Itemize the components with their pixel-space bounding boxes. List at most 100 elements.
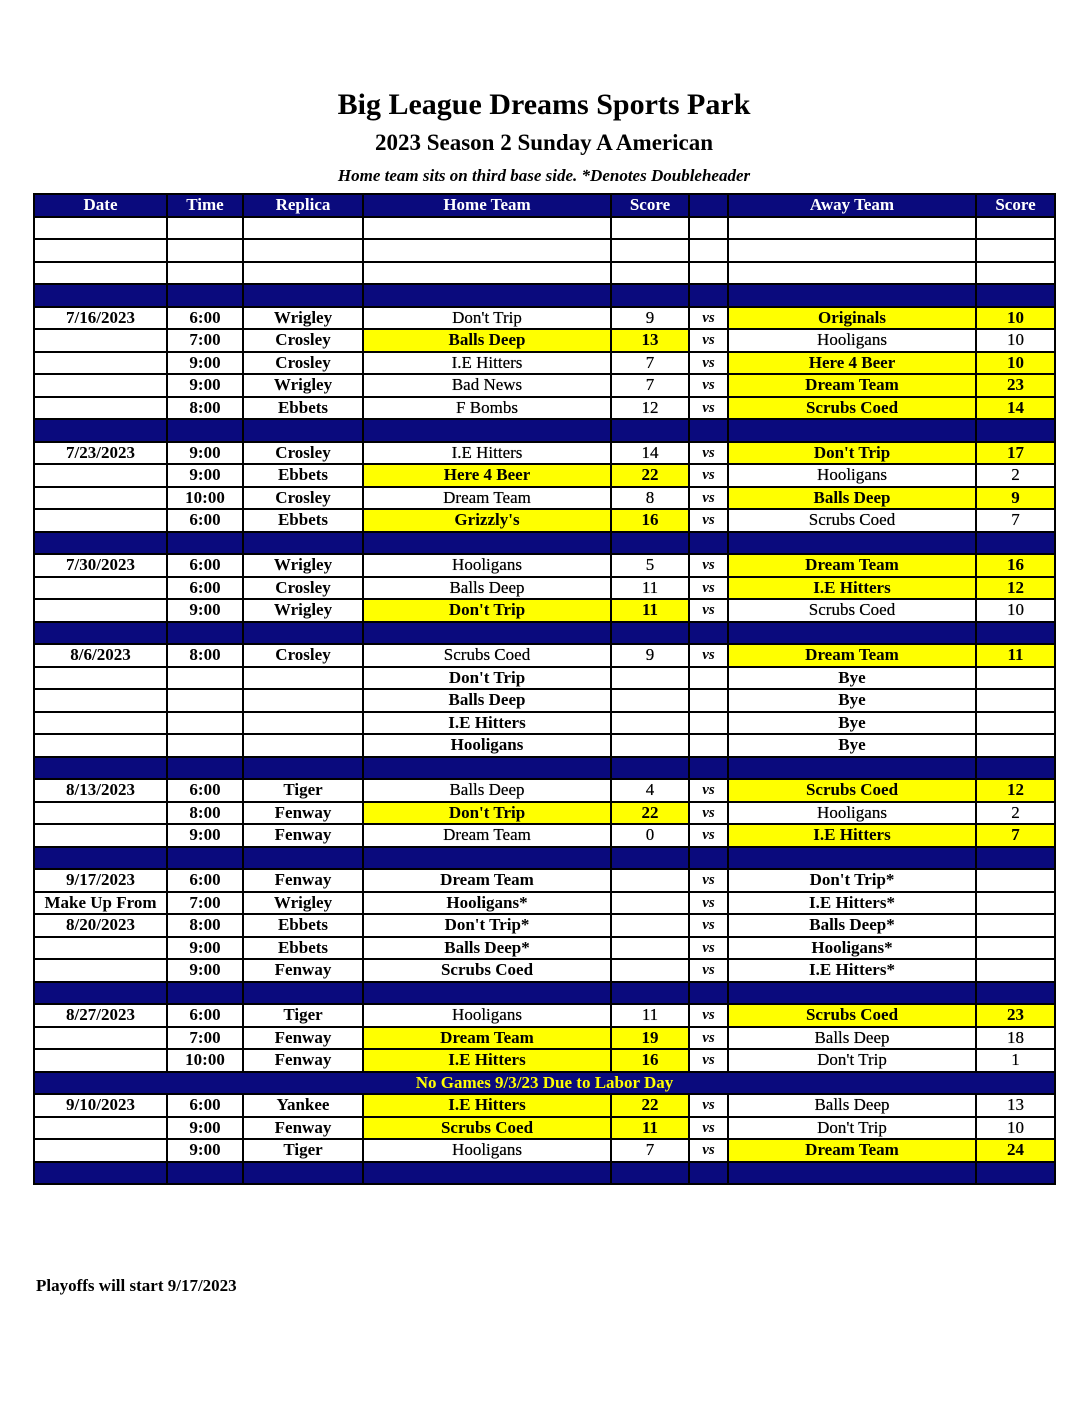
cell-time: 10:00 (166, 485, 244, 510)
cell-home-score (610, 935, 690, 960)
cell-date (33, 215, 168, 240)
cell-time: 9:00 (166, 598, 244, 623)
cell-vs (688, 238, 729, 263)
cell-home-score: 4 (610, 778, 690, 803)
cell-home-score: 7 (610, 1138, 690, 1163)
cell-away-team: Scrubs Coed (727, 1003, 977, 1028)
cell-vs (688, 980, 729, 1005)
cell-home-team: Don't Trip (362, 305, 612, 330)
cell-away-team: Dream Team (727, 1138, 977, 1163)
cell-away-score: 23 (975, 373, 1056, 398)
cell-vs: vs (688, 373, 729, 398)
cell-home-team: Hooligans* (362, 890, 612, 915)
cell-vs: vs (688, 1048, 729, 1073)
cell-time: 6:00 (166, 305, 244, 330)
header-row: Date Time Replica Home Team Score Away T… (33, 193, 1056, 218)
cell-time: 8:00 (166, 800, 244, 825)
cell-away-team (727, 260, 977, 285)
cell-away-score (975, 530, 1056, 555)
cell-replica (242, 845, 364, 870)
cell-date (33, 350, 168, 375)
cell-time: 9:00 (166, 823, 244, 848)
cell-away-score (975, 1160, 1056, 1185)
cell-home-score: 14 (610, 440, 690, 465)
cell-home-score: 9 (610, 643, 690, 668)
cell-home-score: 22 (610, 463, 690, 488)
table-row: Balls Deep Bye (33, 688, 1056, 713)
cell-home-team (362, 845, 612, 870)
table-row: 9:00 Wrigley Don't Trip 11 vs Scrubs Coed 10 (33, 598, 1056, 623)
table-row: 8/13/2023 6:00 Tiger Balls Deep 4 vs Scrubs Co… (33, 778, 1056, 803)
cell-date (33, 755, 168, 780)
cell-time (166, 688, 244, 713)
cell-vs: vs (688, 1115, 729, 1140)
cell-replica (242, 755, 364, 780)
cell-time: 6:00 (166, 508, 244, 533)
cell-away-score: 10 (975, 305, 1056, 330)
cell-replica: Tiger (242, 778, 364, 803)
cell-away-team: I.E Hitters (727, 823, 977, 848)
cell-away-team: Balls Deep (727, 1025, 977, 1050)
cell-home-team: Hooligans (362, 553, 612, 578)
cell-away-score (975, 283, 1056, 308)
table-row: 7/16/2023 6:00 Wrigley Don't Trip 9 vs Origina… (33, 305, 1056, 330)
cell-home-score: 8 (610, 485, 690, 510)
cell-replica (242, 238, 364, 263)
cell-vs (688, 710, 729, 735)
separator-row (33, 530, 1056, 555)
cell-date (33, 1160, 168, 1185)
cell-date (33, 373, 168, 398)
cell-away-score (975, 755, 1056, 780)
cell-replica: Tiger (242, 1003, 364, 1028)
cell-date (33, 710, 168, 735)
cell-vs: vs (688, 1138, 729, 1163)
cell-time (166, 620, 244, 645)
cell-date (33, 980, 168, 1005)
cell-time (166, 1160, 244, 1185)
cell-time (166, 733, 244, 758)
cell-home-team: Scrubs Coed (362, 958, 612, 983)
cell-home-score (610, 913, 690, 938)
cell-away-score: 7 (975, 823, 1056, 848)
cell-home-team: I.E Hitters (362, 710, 612, 735)
cell-away-team: Dream Team (727, 643, 977, 668)
cell-away-score: 10 (975, 1115, 1056, 1140)
cell-home-score (610, 530, 690, 555)
cell-time: 9:00 (166, 958, 244, 983)
table-row: 8:00 Fenway Don't Trip 22 vs Hooligans 2 (33, 800, 1056, 825)
cell-date (33, 238, 168, 263)
cell-replica: Wrigley (242, 305, 364, 330)
cell-vs: vs (688, 913, 729, 938)
cell-away-score: 7 (975, 508, 1056, 533)
cell-date (33, 283, 168, 308)
cell-replica: Fenway (242, 958, 364, 983)
cell-home-team (362, 418, 612, 443)
cell-date (33, 958, 168, 983)
cell-replica (242, 260, 364, 285)
cell-away-score (975, 688, 1056, 713)
cell-time: 6:00 (166, 868, 244, 893)
cell-home-score: 5 (610, 553, 690, 578)
cell-time (166, 665, 244, 690)
cell-away-score (975, 868, 1056, 893)
cell-time (166, 215, 244, 240)
cell-home-team (362, 215, 612, 240)
cell-time: 6:00 (166, 778, 244, 803)
cell-home-team: F Bombs (362, 395, 612, 420)
cell-replica (242, 418, 364, 443)
cell-date (33, 530, 168, 555)
cell-away-team: I.E Hitters* (727, 958, 977, 983)
cell-vs: vs (688, 350, 729, 375)
cell-away-score (975, 913, 1056, 938)
cell-away-score: 9 (975, 485, 1056, 510)
cell-time: 10:00 (166, 1048, 244, 1073)
cell-away-team: Bye (727, 665, 977, 690)
cell-time (166, 710, 244, 735)
cell-home-score (610, 755, 690, 780)
cell-replica: Tiger (242, 1138, 364, 1163)
cell-vs: vs (688, 440, 729, 465)
footer-note: Playoffs will start 9/17/2023 (36, 1276, 237, 1295)
cell-home-score (610, 868, 690, 893)
cell-home-score: 22 (610, 1093, 690, 1118)
separator-row (33, 620, 1056, 645)
